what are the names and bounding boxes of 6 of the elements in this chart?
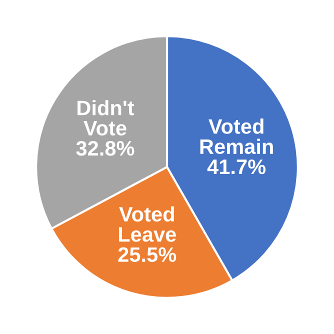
data-label: 32.8%	[76, 140, 134, 156]
slice-label: Didn't Vote	[78, 100, 134, 136]
data-label: 41.7%	[207, 160, 266, 174]
data-label: 25.5%	[118, 247, 176, 262]
slice-label: Voted Leave	[118, 206, 176, 242]
slice-label: Voted Remain	[200, 118, 273, 154]
